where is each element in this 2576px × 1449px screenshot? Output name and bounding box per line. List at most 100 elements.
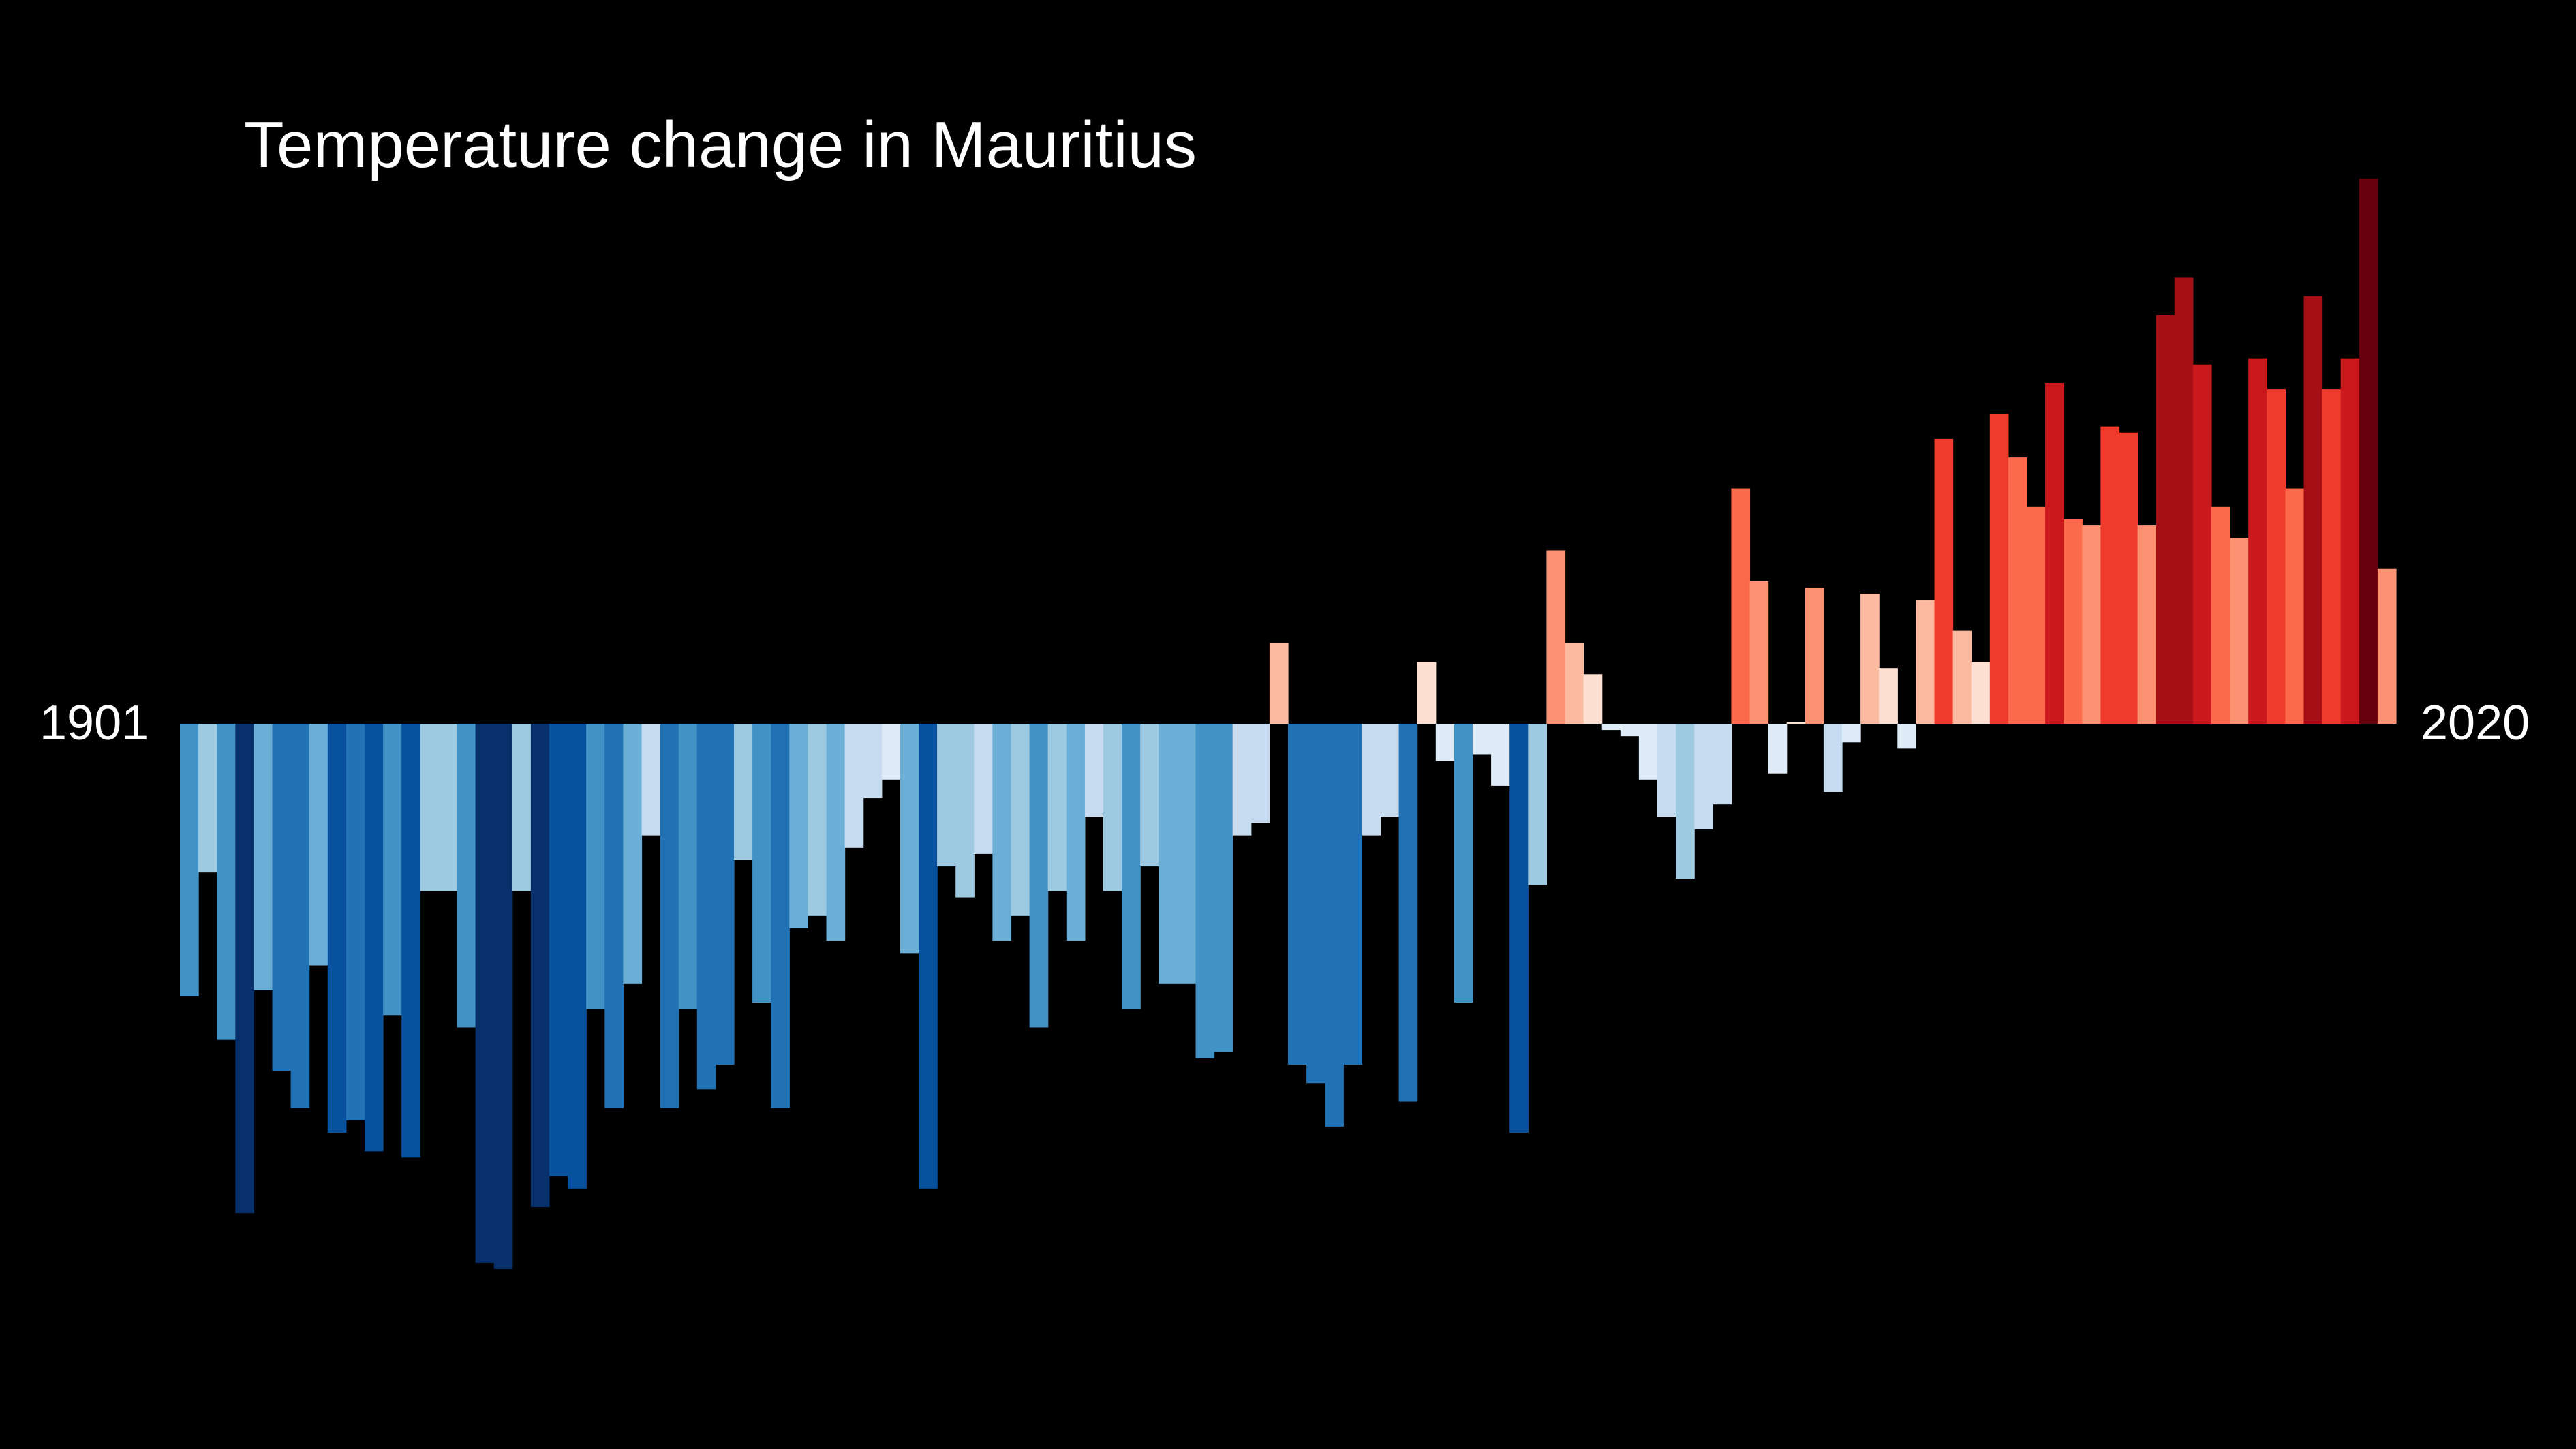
bar-1902 [198,724,217,873]
bar-1926 [641,724,661,836]
bar-1921 [549,724,568,1176]
bar-1946 [1011,724,1030,916]
bar-2016 [2303,296,2323,724]
bar-1919 [512,724,532,891]
bar-1963 [1325,724,1344,1127]
bar-1977 [1583,674,1603,724]
bar-1955 [1177,724,1197,984]
bar-2015 [2285,488,2305,724]
bar-1973 [1509,724,1529,1133]
bar-1960 [1269,643,1289,724]
bar-1944 [974,724,993,854]
bar-1951 [1103,724,1122,891]
bar-1952 [1122,724,1141,1009]
bar-1915 [438,724,458,891]
bar-1929 [696,724,716,1090]
bar-2005 [2100,426,2120,724]
bar-2018 [2340,358,2360,724]
bar-2002 [2045,383,2064,724]
chart-title: Temperature change in Mauritius [244,108,1197,181]
bar-1984 [1713,724,1732,805]
bar-1950 [1084,724,1104,817]
bar-2014 [2267,389,2286,724]
bar-1981 [1657,724,1676,817]
bar-1932 [752,724,771,1003]
bar-1905 [254,724,273,990]
bar-2001 [2027,506,2046,724]
bar-1939 [881,724,901,780]
bar-1998 [1971,662,1991,724]
bar-1990 [1823,724,1843,792]
bar-1931 [734,724,753,860]
bar-2020 [2377,568,2397,724]
bar-1979 [1620,724,1640,737]
bar-1933 [771,724,790,1108]
bar-1969 [1435,724,1455,761]
bar-1942 [937,724,956,867]
bar-1978 [1601,724,1621,731]
bar-1968 [1417,662,1437,724]
bar-1920 [530,724,550,1208]
bar-1924 [604,724,624,1108]
bar-1987 [1768,724,1788,774]
bar-1923 [586,724,605,1009]
bar-1908 [309,724,328,966]
bar-1997 [1952,630,1972,724]
bar-1962 [1306,724,1325,1084]
bar-1948 [1047,724,1067,891]
bar-1964 [1343,724,1362,1065]
bar-1917 [475,724,495,1263]
bar-2017 [2322,389,2342,724]
bar-1947 [1029,724,1049,1028]
bar-1925 [623,724,643,984]
bar-1970 [1454,724,1473,1003]
bar-1996 [1934,438,1954,724]
bar-1916 [457,724,476,1028]
bar-1935 [808,724,827,916]
bar-2003 [2064,519,2083,724]
bar-1954 [1159,724,1178,984]
bar-2013 [2248,358,2267,724]
bar-1995 [1916,600,1935,724]
bar-1972 [1491,724,1510,786]
bar-1989 [1805,588,1824,724]
bar-1937 [844,724,864,848]
bar-1994 [1897,724,1916,749]
end-year-label: 2020 [2421,696,2530,750]
bar-1910 [346,724,365,1120]
bar-2012 [2230,538,2249,724]
bar-1934 [789,724,808,928]
start-year-label: 1901 [40,696,149,750]
bar-1945 [992,724,1012,941]
bar-1982 [1676,724,1695,879]
bar-1961 [1288,724,1307,1065]
bar-1956 [1195,724,1215,1058]
bar-1928 [678,724,698,1009]
bar-1966 [1380,724,1400,817]
bar-2010 [2192,364,2212,724]
bar-1971 [1473,724,1492,755]
bar-2019 [2359,179,2378,724]
bar-1940 [900,724,919,954]
bar-1999 [1989,414,2009,724]
bar-1949 [1066,724,1086,941]
bar-1975 [1546,550,1566,724]
bar-1988 [1786,722,1806,724]
bar-1914 [420,724,439,891]
bar-1927 [660,724,679,1108]
bar-1943 [955,724,975,898]
bar-1938 [863,724,883,799]
bar-1922 [568,724,587,1189]
bar-1980 [1638,724,1658,780]
bar-2004 [2082,525,2101,724]
bar-1967 [1398,724,1418,1102]
bar-1993 [1879,668,1898,724]
bar-1918 [493,724,513,1269]
bar-2000 [2008,457,2027,724]
bar-1958 [1232,724,1252,836]
bar-2006 [2119,432,2138,724]
bar-1912 [383,724,402,1016]
bar-1930 [715,724,735,1065]
bar-1904 [235,724,254,1214]
